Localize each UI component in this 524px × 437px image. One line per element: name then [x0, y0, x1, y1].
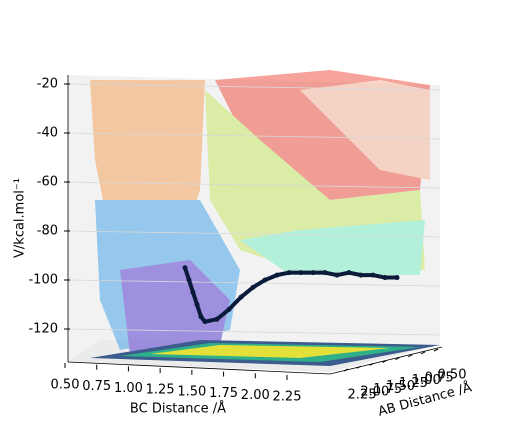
trajectory-point	[226, 306, 232, 312]
y-tick	[382, 359, 387, 363]
y-tick-label: 1.25	[399, 376, 428, 391]
grid-line	[67, 181, 441, 189]
x-tick-label: 0.50	[51, 378, 80, 393]
y-tick	[395, 357, 400, 361]
grid-line	[67, 328, 441, 336]
trajectory-point	[334, 272, 340, 278]
x-axis	[67, 361, 331, 375]
trajectory-point	[298, 270, 304, 276]
trajectory-line	[183, 267, 397, 324]
z-tick-label: -40	[37, 126, 58, 141]
grid-line	[67, 230, 441, 238]
y-tick	[343, 368, 349, 372]
y-tick-label: 0.50	[438, 368, 467, 383]
trajectory-point	[322, 270, 328, 276]
trajectory-point	[238, 294, 244, 300]
y-tick	[420, 351, 426, 355]
trajectory-point	[190, 289, 196, 295]
z-tick-label: -80	[37, 224, 58, 239]
surface-patch	[300, 80, 430, 180]
y-tick-label: 2.25	[348, 388, 377, 403]
z-axis-label: V/kcal.mol⁻¹	[13, 178, 28, 258]
z-tick-label: -100	[28, 273, 58, 288]
x-tick-label: 1.00	[114, 381, 143, 396]
surface-patch	[240, 220, 425, 275]
y-tick-label: 1.75	[373, 382, 402, 397]
trajectory-point	[202, 319, 208, 325]
grid-line	[67, 279, 441, 287]
trajectory-point	[286, 270, 292, 276]
y-tick	[356, 365, 362, 369]
trajectory-point	[250, 284, 256, 290]
trajectory-point	[186, 277, 192, 283]
trajectory-point	[274, 272, 280, 278]
trajectory-point	[310, 270, 316, 276]
y-tick	[408, 354, 413, 358]
grid-line	[67, 83, 441, 91]
trajectory-point	[394, 275, 400, 281]
trajectory-point	[358, 272, 364, 278]
trajectory-point	[194, 302, 200, 307]
trajectory-point	[370, 272, 376, 278]
y-tick-label: 2.00	[360, 385, 389, 400]
x-axis-label: BC Distance /Å	[130, 401, 226, 417]
x-tick-label: 0.75	[82, 379, 111, 394]
z-tick-label: -60	[37, 175, 58, 190]
y-tick	[369, 362, 374, 366]
x-tick-label: 2.00	[241, 388, 270, 403]
surface	[90, 70, 430, 355]
trajectory-point	[182, 265, 188, 271]
y-tick-label: 1.50	[386, 379, 415, 394]
z-tick-label: -120	[28, 322, 58, 337]
y-tick-label: 0.75	[425, 370, 454, 385]
x-tick-label: 1.50	[177, 384, 206, 399]
z-tick-label: -20	[37, 77, 58, 92]
y-tick	[433, 348, 439, 352]
floor-contour	[150, 345, 390, 358]
grid-line	[67, 132, 441, 140]
trajectory-point	[262, 277, 268, 283]
x-tick-label: 1.25	[146, 383, 175, 398]
y-tick-label: 1.00	[412, 373, 441, 388]
trajectory-point	[198, 314, 204, 320]
trajectory-point	[382, 275, 388, 281]
x-tick-label: 2.25	[273, 390, 302, 405]
trajectory-point	[346, 270, 352, 276]
x-tick-label: 1.75	[209, 386, 238, 401]
trajectory-point	[214, 316, 220, 322]
